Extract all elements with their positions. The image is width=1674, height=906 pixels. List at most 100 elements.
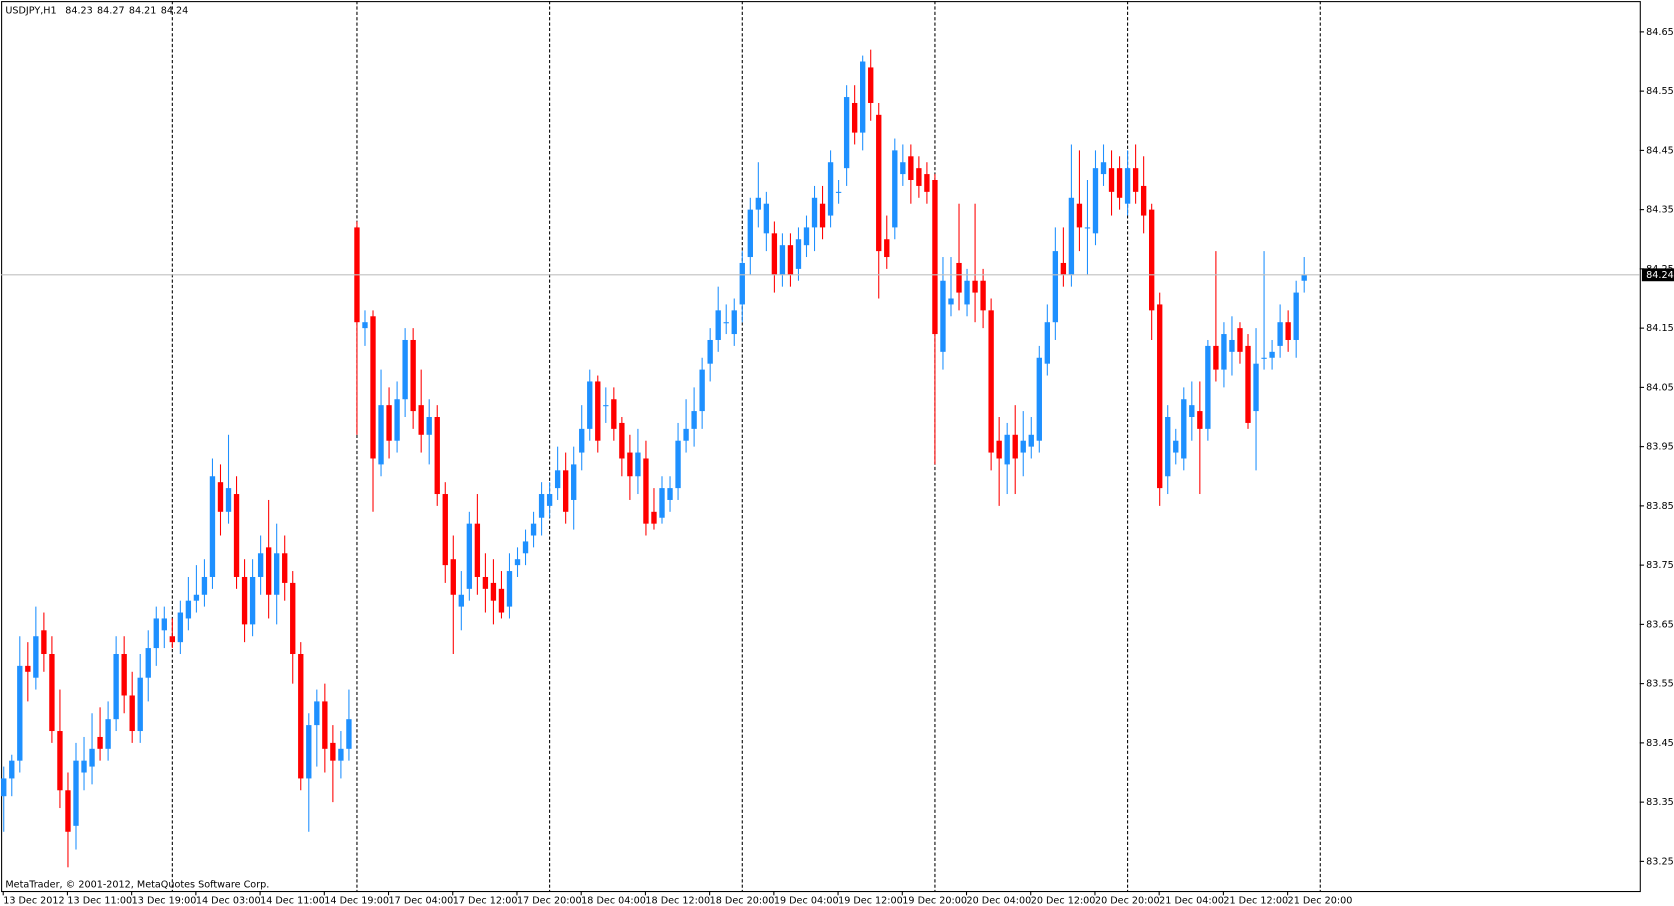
- candle-body: [153, 618, 159, 649]
- x-tick-label: 20 Dec 20:00: [1095, 896, 1160, 906]
- y-tick-label: 83.75: [1646, 560, 1674, 571]
- candle-body: [490, 582, 497, 601]
- candle-body: [803, 227, 810, 246]
- candle-body: [691, 411, 697, 429]
- candle-body: [908, 156, 914, 181]
- candle-body: [274, 553, 280, 595]
- candle-body: [643, 458, 649, 524]
- candle-body: [731, 310, 737, 335]
- candle-body: [868, 67, 874, 103]
- candle-body: [1221, 334, 1227, 370]
- candle-body: [129, 695, 135, 732]
- candle-body: [1100, 162, 1107, 175]
- candle-body: [330, 742, 336, 761]
- x-tick-label: 13 Dec 11:00: [67, 896, 132, 906]
- candle-body: [1036, 357, 1042, 441]
- candle-body: [282, 553, 288, 583]
- candle-body: [426, 417, 432, 435]
- candle-body: [17, 665, 23, 761]
- candle-body: [1157, 304, 1163, 489]
- candle-body: [522, 541, 529, 554]
- candle-body: [265, 547, 272, 595]
- candle-body: [546, 494, 553, 506]
- candle-body: [241, 576, 248, 625]
- candle-body: [699, 369, 705, 412]
- x-tick-label: 14 Dec 03:00: [196, 896, 261, 906]
- plot-frame: [1, 1, 1641, 893]
- candle-body: [851, 102, 858, 133]
- candle-body: [33, 636, 39, 678]
- candle-body: [185, 600, 192, 619]
- x-tick-label: 18 Dec 12:00: [645, 896, 710, 906]
- candle-body: [1012, 434, 1018, 459]
- x-tick-label: 18 Dec 20:00: [710, 896, 775, 906]
- candle-body: [1132, 168, 1139, 192]
- candle-body: [627, 452, 633, 477]
- candle-body: [1149, 209, 1155, 311]
- candle-body: [137, 677, 143, 732]
- candle-body: [249, 576, 256, 625]
- candle-body: [65, 790, 71, 832]
- candle-body: [980, 280, 986, 311]
- candle-body: [884, 239, 890, 258]
- x-tick-label: 17 Dec 20:00: [517, 896, 582, 906]
- candle-body: [177, 612, 184, 643]
- candle-body: [819, 203, 826, 228]
- candle-body: [779, 245, 786, 275]
- candle-body: [1165, 417, 1171, 477]
- candle-body: [225, 488, 232, 512]
- candle-body: [482, 576, 489, 589]
- x-tick-label: 20 Dec 04:00: [967, 896, 1032, 906]
- candle-body: [1173, 440, 1179, 453]
- candle-body: [948, 298, 954, 305]
- chart-title: USDJPY,H1 84.23 84.27 84.21 84.24: [5, 6, 188, 17]
- candle-body: [611, 399, 617, 429]
- x-tick-label: 21 Dec 20:00: [1288, 896, 1353, 906]
- candle-body: [498, 588, 505, 613]
- candle-body: [876, 114, 882, 252]
- candle-body: [747, 209, 753, 258]
- candle-body: [707, 339, 713, 364]
- candle-body: [450, 559, 456, 595]
- candle-body: [579, 428, 585, 453]
- candle-body: [161, 618, 167, 631]
- candle-body: [843, 97, 850, 169]
- x-tick-label: 20 Dec 12:00: [1031, 896, 1096, 906]
- candle-body: [924, 174, 930, 192]
- candle-body: [314, 701, 320, 726]
- candle-body: [57, 731, 63, 791]
- candle-body: [49, 654, 55, 732]
- candle-body: [410, 339, 416, 412]
- x-tick-label: 21 Dec 12:00: [1223, 896, 1288, 906]
- candle-body: [996, 440, 1002, 459]
- x-tick-label: 14 Dec 11:00: [260, 896, 325, 906]
- y-tick-label: 83.55: [1646, 679, 1674, 690]
- candle-body: [1229, 339, 1235, 352]
- candle-body: [723, 322, 729, 324]
- candle-body: [860, 61, 866, 133]
- candle-body: [1293, 292, 1299, 340]
- candle-body: [675, 440, 681, 489]
- candle-body: [603, 405, 609, 407]
- candle-body: [97, 736, 103, 749]
- candle-body: [530, 523, 537, 536]
- candle-body: [811, 197, 818, 228]
- candle-body: [105, 719, 111, 749]
- y-tick-label: 84.15: [1646, 323, 1674, 334]
- candle-body: [1052, 251, 1059, 323]
- candle-body: [1213, 345, 1219, 370]
- price-label-bg: [1641, 268, 1674, 282]
- candle-body: [795, 239, 802, 269]
- candle-body: [988, 310, 994, 453]
- candle-body: [306, 725, 312, 779]
- candle-body: [1245, 345, 1251, 423]
- title-price: 84.24: [161, 6, 189, 17]
- candle-body: [322, 701, 328, 749]
- candle-body: [113, 654, 119, 720]
- candle-body: [418, 405, 424, 435]
- candle-body: [1269, 351, 1275, 358]
- candle-body: [1140, 185, 1147, 216]
- candle-body: [1068, 197, 1075, 275]
